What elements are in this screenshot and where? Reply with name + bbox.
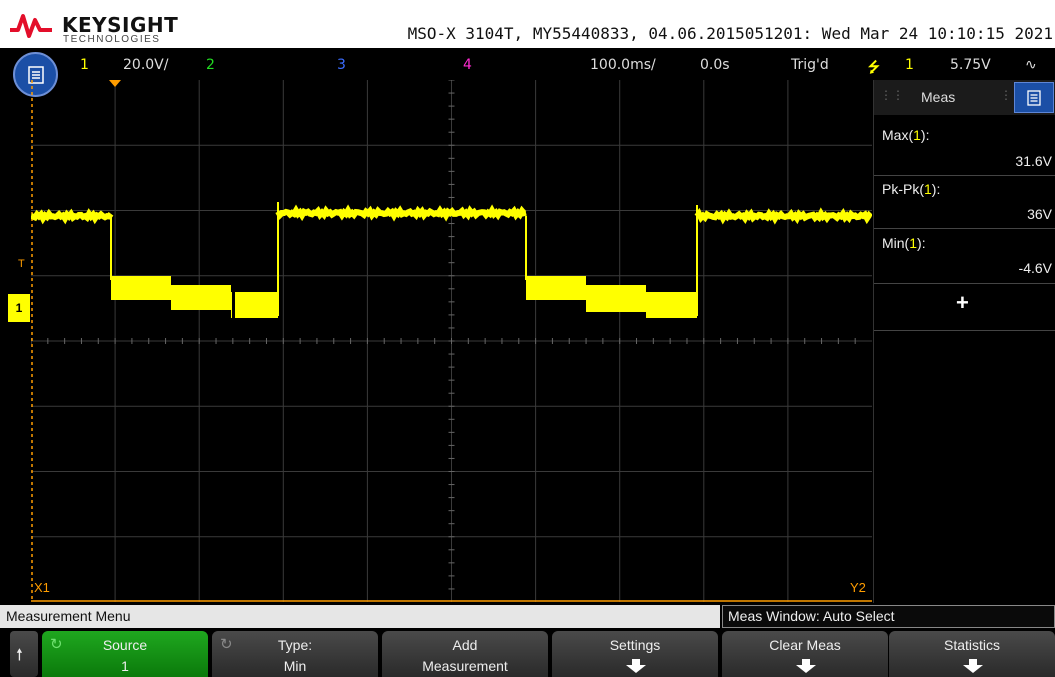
keysight-logo: KEYSIGHT TECHNOLOGIES [8,8,208,45]
acquire-icon[interactable]: ∿ [1025,57,1037,73]
divider [874,228,1055,229]
drag-handle-icon[interactable]: ⋮⋮ [880,88,904,102]
type-softkey[interactable]: ↻ Type: Min [212,631,378,677]
brand-sub: TECHNOLOGIES [63,34,161,45]
cursor-x1-label[interactable]: X1 [34,580,50,595]
ch4-label[interactable]: 4 [463,57,472,73]
ch1-scale[interactable]: 20.0V/ [123,57,169,73]
main-menu-button[interactable] [13,52,58,97]
statistics-softkey[interactable]: Statistics [889,631,1055,677]
softkey-bar: 🠕 ↻ Source 1 ↻ Type: Min Add Measurement Se… [0,629,1055,677]
waveform-high [694,207,872,225]
divider [874,175,1055,176]
status-bar: 1 20.0V/ 2 3 4 100.0ms/ 0.0s Trig'd ⭍ 1 … [0,55,1055,79]
rotate-knob-icon: ↻ [220,636,233,653]
add-measurement-icon[interactable]: + [956,290,969,315]
waveform-low [586,285,646,312]
panel-title: Meas [921,89,956,105]
down-arrow-icon [963,659,983,676]
keysight-wave-icon [10,14,52,38]
waveform-gap [232,288,235,322]
waveform-display[interactable] [31,80,872,602]
waveform-high [31,208,114,225]
down-arrow-icon [626,659,646,676]
meas-pkpk-value: 36V [1027,206,1052,222]
waveform-low [231,292,278,318]
meas-pkpk-label[interactable]: Pk-Pk(1): [882,181,941,197]
settings-softkey[interactable]: Settings [552,631,718,677]
add-measurement-softkey[interactable]: Add Measurement [382,631,548,677]
source-softkey[interactable]: ↻ Source 1 [42,631,208,677]
up-arrow-icon: 🠕 [16,647,23,664]
trigger-state: Trig'd [791,57,829,73]
meas-max-value: 31.6V [1015,153,1052,169]
waveform-high [275,204,527,222]
ch1-ground-marker[interactable]: 1 [8,294,30,322]
waveform-low [171,285,231,310]
trigger-position-marker [109,80,121,87]
divider [874,330,1055,331]
waveform-low [646,292,697,318]
trigger-level-marker[interactable]: T [18,258,25,270]
waveform-low [526,276,586,300]
header: KEYSIGHT TECHNOLOGIES MSO-X 3104T, MY554… [0,0,1055,48]
cursor-y2-label[interactable]: Y2 [850,580,866,595]
panel-header: ⋮⋮ Meas ⋮⋮ [874,80,1055,115]
menu-icon [1027,89,1041,106]
divider [874,283,1055,284]
ch3-label[interactable]: 3 [337,57,346,73]
trigger-edge-icon: ⭍ [868,60,880,76]
clear-meas-softkey[interactable]: Clear Meas [722,631,888,677]
trigger-source[interactable]: 1 [905,57,914,73]
down-arrow-icon [796,659,816,676]
brand-name: KEYSIGHT [62,13,179,37]
meas-min-label[interactable]: Min(1): [882,235,926,251]
menu-title-bar: Measurement Menu [0,605,720,628]
meas-min-value: -4.6V [1018,260,1052,276]
menu-icon [27,65,44,84]
ch2-label[interactable]: 2 [206,57,215,73]
waveform-low [111,276,171,300]
trigger-level[interactable]: 5.75V [950,57,991,73]
ch1-label[interactable]: 1 [80,57,89,73]
measurement-panel: ⋮⋮ Meas ⋮⋮ Max(1): 31.6V Pk-Pk(1): 36V M… [873,80,1055,603]
time-delay[interactable]: 0.0s [700,57,730,73]
timebase[interactable]: 100.0ms/ [590,57,656,73]
panel-menu-button[interactable] [1014,82,1054,113]
meas-max-label[interactable]: Max(1): [882,127,930,143]
meas-window-indicator[interactable]: Meas Window: Auto Select [722,605,1055,628]
back-button[interactable]: 🠕 [10,631,38,677]
device-info: MSO-X 3104T, MY55440833, 04.06.201505120… [407,24,1053,43]
menu-title: Measurement Menu [6,608,131,624]
rotate-knob-icon: ↻ [50,636,63,653]
